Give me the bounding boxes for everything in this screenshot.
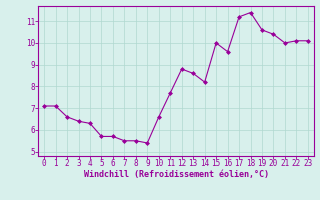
X-axis label: Windchill (Refroidissement éolien,°C): Windchill (Refroidissement éolien,°C) xyxy=(84,170,268,179)
